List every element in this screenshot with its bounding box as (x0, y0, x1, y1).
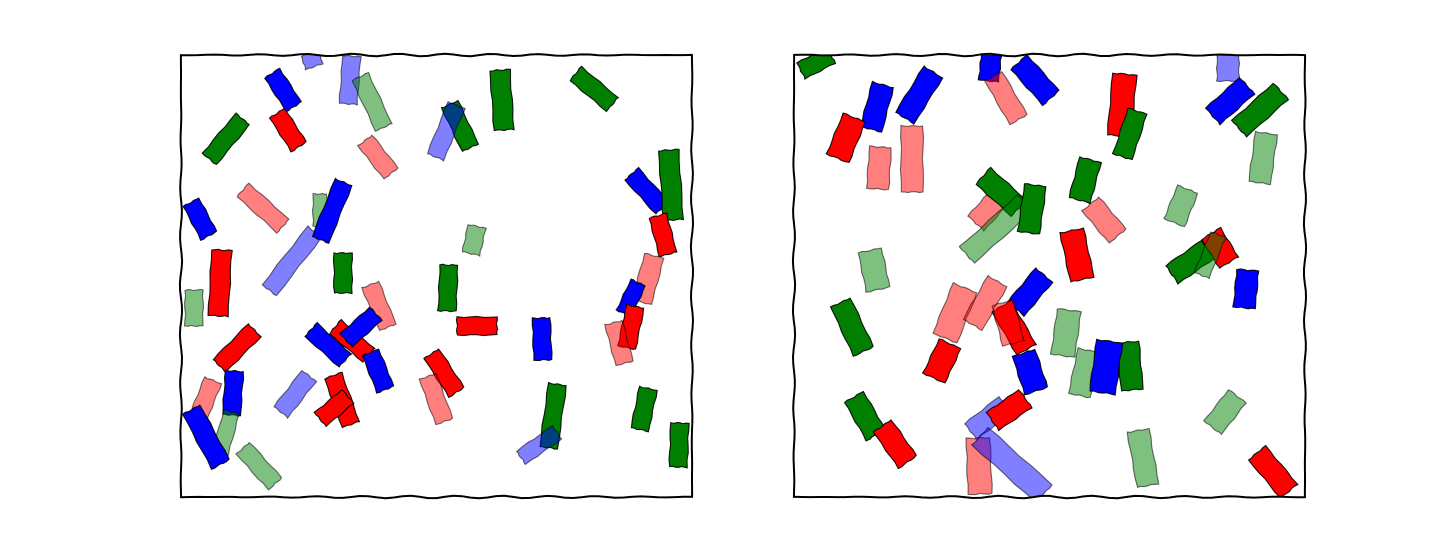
right-panel-green-rectangle-10 (1230, 82, 1290, 138)
right-panel-green-rectangle-26 (1193, 231, 1227, 280)
left-panel-green-rectangle-3 (351, 71, 393, 133)
right-panel-red-rectangle-22 (1080, 196, 1127, 244)
right-panel-blue-rectangle-27 (1232, 268, 1260, 310)
right-panel-green-rectangle-48 (1126, 427, 1160, 489)
left-panel-blue-rectangle-13 (182, 197, 218, 241)
right-panel-red-rectangle-31 (962, 274, 1008, 332)
right-panel-green-rectangle-16 (1068, 156, 1103, 205)
left-panel-blue-rectangle-29 (361, 348, 395, 394)
right-panel-frame (791, 52, 1308, 500)
right-panel-red-rectangle-34 (991, 299, 1025, 347)
left-panel-green-rectangle-6 (201, 112, 250, 165)
left-panel-red-rectangle-5 (268, 107, 307, 153)
left-panel-red-rectangle-7 (356, 134, 399, 180)
left-panel-blue-rectangle-32 (222, 369, 245, 417)
right-panel-green-rectangle-11 (1111, 107, 1148, 161)
left-panel-red-rectangle-12 (236, 182, 290, 234)
right-panel-red-rectangle-13 (865, 145, 892, 191)
left-panel-blue-rectangle-9 (426, 100, 466, 162)
right-panel-blue-rectangle-6 (860, 80, 894, 133)
right-panel-green-rectangle-20 (1016, 183, 1047, 235)
right-panel-blue-rectangle-3 (1010, 55, 1060, 107)
right-panel (791, 52, 1308, 500)
left-panel-red-rectangle-22 (455, 315, 499, 337)
left-panel-green-rectangle-43 (658, 148, 685, 222)
left-panel-blue-rectangle-38 (181, 404, 230, 470)
left-panel-green-rectangle-20 (183, 288, 205, 328)
left-panel-green-rectangle-49 (630, 385, 658, 433)
left-panel-blue-rectangle-41 (515, 424, 563, 466)
right-panel-blue-rectangle-47 (970, 426, 1053, 497)
right-panel-red-rectangle-45 (872, 419, 917, 470)
right-panel-green-rectangle-15 (1248, 130, 1278, 186)
right-panel-green-rectangle-1 (795, 55, 837, 81)
left-panel-blue-rectangle-28 (339, 306, 383, 348)
right-panel-green-rectangle-28 (857, 247, 891, 293)
left-panel-blue-rectangle-16 (311, 177, 353, 245)
left-panel-red-rectangle-48 (604, 319, 634, 367)
left-panel-green-rectangle-50 (668, 421, 690, 469)
right-panel-green-rectangle-21 (1163, 184, 1199, 227)
right-panel-blue-rectangle-37 (1011, 348, 1049, 396)
right-panel-red-rectangle-23 (1059, 227, 1095, 283)
right-panel-green-rectangle-43 (1202, 389, 1247, 436)
left-panel-green-rectangle-17 (332, 252, 354, 295)
right-panel-rects (795, 55, 1299, 497)
left-panel-blue-rectangle-34 (273, 369, 318, 420)
right-panel-blue-rectangle-9 (1204, 76, 1256, 126)
left-panel-green-rectangle-18 (461, 224, 487, 258)
left-panel-red-rectangle-25 (212, 322, 262, 374)
left-panel-blue-rectangle-26 (304, 321, 353, 368)
left-panel-blue-rectangle-2 (338, 55, 362, 106)
right-panel-red-rectangle-14 (899, 124, 925, 194)
left-panel-red-rectangle-31 (418, 372, 454, 426)
right-panel-blue-rectangle-32 (1007, 267, 1054, 318)
left-panel-red-rectangle-44 (648, 212, 678, 258)
left-panel-blue-rectangle-1 (300, 55, 324, 71)
left-panel-frame (178, 52, 694, 500)
right-panel-blue-rectangle-4 (1215, 55, 1241, 83)
right-panel-red-rectangle-49 (1247, 444, 1299, 497)
right-panel-red-rectangle-36 (921, 338, 962, 384)
left-panel-red-rectangle-19 (207, 248, 233, 318)
left-panel-green-rectangle-39 (235, 441, 283, 491)
right-panel-green-rectangle-35 (1049, 308, 1082, 358)
left-panel-blue-rectangle-23 (531, 317, 553, 362)
right-panel-red-rectangle-30 (932, 281, 978, 344)
left-panel-rects (181, 55, 690, 491)
left-panel-red-rectangle-36 (313, 389, 355, 428)
left-panel-green-rectangle-10 (489, 68, 515, 132)
left-panel-green-rectangle-11 (569, 65, 620, 113)
right-panel-green-rectangle-39 (1116, 340, 1144, 392)
right-panel-green-rectangle-29 (829, 297, 874, 357)
right-panel-red-rectangle-12 (825, 112, 866, 163)
left-panel-green-rectangle-21 (437, 263, 459, 313)
right-panel-red-rectangle-5 (983, 70, 1028, 126)
right-panel-blue-rectangle-40 (1089, 338, 1124, 396)
left-panel (178, 52, 694, 500)
left-panel-blue-rectangle-4 (264, 67, 303, 113)
right-panel-red-rectangle-42 (985, 389, 1033, 432)
right-panel-blue-rectangle-7 (895, 65, 944, 125)
